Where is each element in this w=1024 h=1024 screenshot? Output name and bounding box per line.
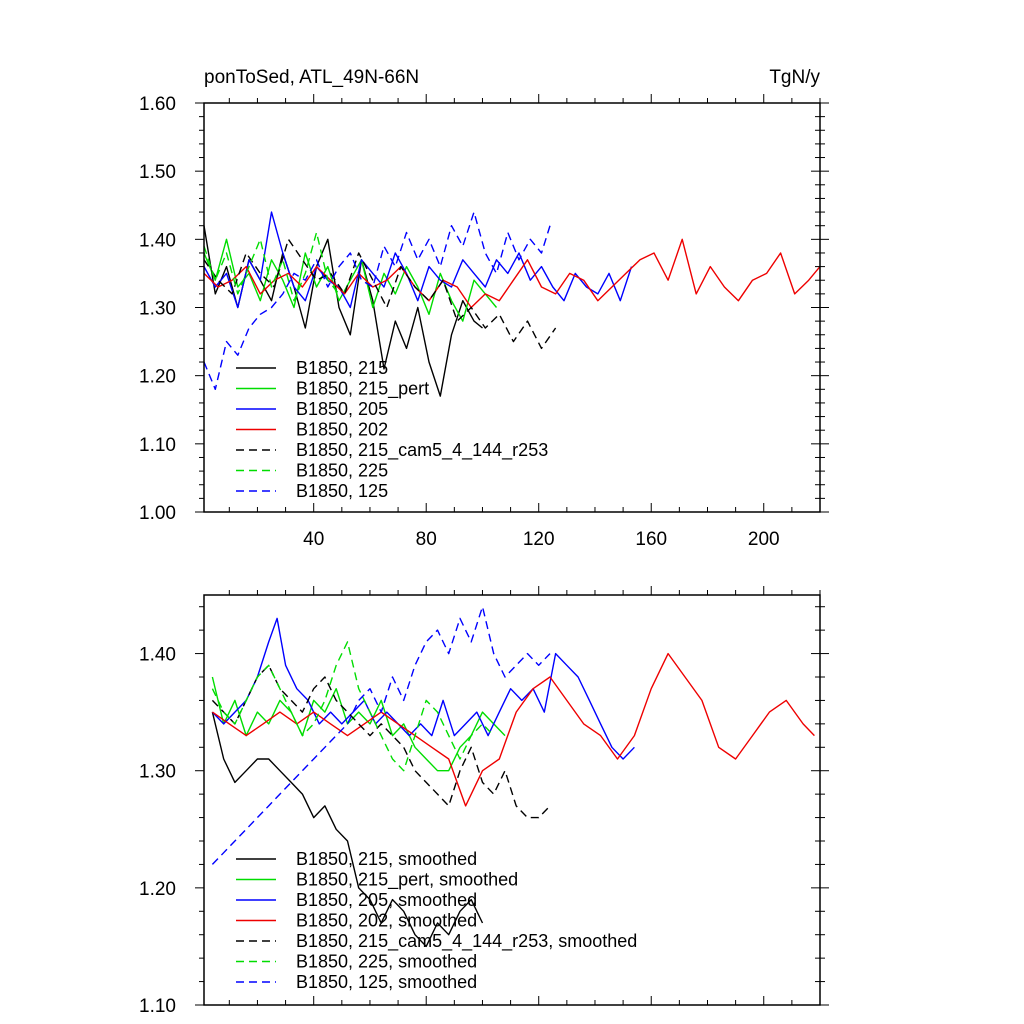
series-line-top-1	[203, 238, 498, 322]
series-line-bottom-5	[211, 641, 495, 772]
legend-label: B1850, 215_cam5_4_144_r253	[296, 440, 548, 461]
top-panel-units: TgN/y	[769, 67, 820, 88]
series-line-bottom-6	[211, 606, 551, 865]
top-plot-frame	[203, 102, 821, 513]
top-panel-title: ponToSed, ATL_49N-66N	[204, 67, 419, 88]
x-tick-label: 160	[635, 529, 667, 550]
series-line-top-2	[203, 211, 633, 309]
legend-label: B1850, 125	[296, 481, 388, 501]
y-tick-label: 1.10	[139, 435, 176, 456]
legend-label: B1850, 202, smoothed	[296, 911, 477, 931]
top-axes: 40 80 120 160 200 1.00 1.10 1.20 1.30 1.40 1.50 1.6…	[139, 94, 829, 550]
bottom-plot-frame	[203, 594, 821, 1006]
series-line-top-6	[203, 211, 551, 390]
legend-label: B1850, 225	[296, 461, 388, 481]
x-tick-label: 120	[523, 529, 555, 550]
legend-label: B1850, 215, smoothed	[296, 849, 477, 869]
legend-label: B1850, 205	[296, 399, 388, 419]
y-tick-label: 1.50	[139, 162, 176, 183]
top-panel: ponToSed, ATL_49N-66N TgN/y 40 80 120 160 20…	[139, 67, 829, 550]
series-line-bottom-1	[211, 676, 506, 772]
legend-label: B1850, 202	[296, 420, 388, 440]
bottom-axes: 1.10 1.20 1.30 1.40	[139, 586, 829, 1017]
series-line-bottom-3	[211, 652, 815, 807]
legend-label: B1850, 125, smoothed	[296, 972, 477, 992]
series-line-bottom-0	[211, 711, 484, 948]
top-series-group	[203, 211, 821, 397]
y-tick-label: 1.20	[139, 879, 176, 900]
bottom-series-group	[211, 606, 815, 948]
y-tick-label: 1.30	[139, 762, 176, 783]
legend-label: B1850, 215_cam5_4_144_r253, smoothed	[296, 931, 637, 952]
bottom-panel: 1.101.201.301.40 B1850, 215, smoothedB18…	[139, 586, 829, 1017]
x-tick-label: 40	[303, 529, 324, 550]
legend-label: B1850, 205, smoothed	[296, 890, 477, 910]
legend-label: B1850, 215	[296, 358, 388, 378]
x-tick-label: 80	[416, 529, 437, 550]
y-tick-label: 1.10	[139, 996, 176, 1017]
legend-label: B1850, 215_pert, smoothed	[296, 870, 518, 891]
series-line-bottom-2	[211, 617, 635, 760]
y-tick-label: 1.40	[139, 645, 176, 666]
series-line-top-5	[203, 231, 340, 302]
y-tick-label: 1.40	[139, 230, 176, 251]
legend-label: B1850, 215_pert	[296, 379, 429, 400]
y-tick-label: 1.30	[139, 299, 176, 320]
legend-label: B1850, 225, smoothed	[296, 952, 477, 972]
y-tick-label: 1.60	[139, 94, 176, 115]
y-tick-label: 1.00	[139, 503, 176, 524]
series-line-top-3	[203, 238, 821, 309]
series-line-bottom-4	[211, 664, 551, 819]
series-line-top-4	[203, 238, 557, 350]
x-tick-label: 200	[748, 529, 780, 550]
y-tick-label: 1.20	[139, 367, 176, 388]
